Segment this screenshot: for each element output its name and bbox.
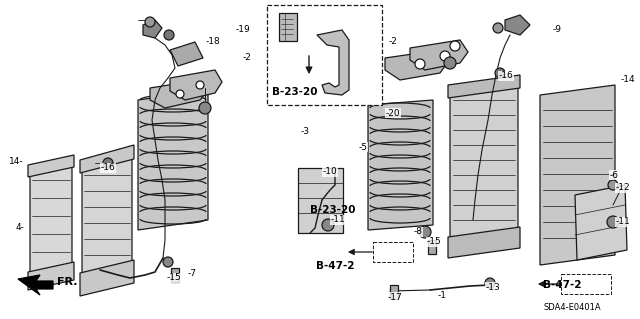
Circle shape [196, 81, 204, 89]
Circle shape [415, 59, 425, 69]
Text: -11: -11 [331, 216, 346, 225]
Circle shape [495, 68, 505, 78]
Circle shape [440, 51, 450, 61]
Polygon shape [317, 30, 349, 95]
Text: -7: -7 [188, 269, 196, 278]
Bar [428, 240, 436, 254]
Text: SDA4-E0401A: SDA4-E0401A [543, 302, 600, 311]
Circle shape [419, 226, 431, 238]
Circle shape [164, 30, 174, 40]
Text: -13: -13 [486, 283, 500, 292]
Text: -2: -2 [243, 53, 252, 62]
Polygon shape [18, 275, 53, 295]
Text: -8: -8 [413, 227, 422, 236]
Polygon shape [80, 145, 134, 173]
Polygon shape [30, 160, 72, 280]
Text: -12: -12 [616, 183, 630, 192]
Text: -18: -18 [205, 38, 220, 47]
Text: -14: -14 [621, 76, 636, 85]
Polygon shape [505, 15, 530, 35]
Polygon shape [82, 150, 132, 283]
Circle shape [450, 41, 460, 51]
Text: -16: -16 [499, 71, 513, 80]
Polygon shape [575, 185, 627, 260]
Circle shape [608, 180, 618, 190]
Circle shape [607, 216, 619, 228]
Text: B-23-20: B-23-20 [310, 205, 355, 215]
Bar [267, 5, 382, 105]
Circle shape [103, 158, 113, 168]
Bar [373, 242, 413, 262]
Polygon shape [368, 100, 433, 230]
Circle shape [176, 90, 184, 98]
Text: 14-: 14- [9, 158, 23, 167]
Circle shape [322, 219, 334, 231]
Polygon shape [450, 80, 518, 245]
Polygon shape [170, 42, 203, 66]
Text: -11: -11 [616, 218, 630, 226]
Polygon shape [540, 85, 615, 265]
Text: FR.: FR. [57, 277, 77, 287]
Polygon shape [170, 70, 222, 100]
Text: -3: -3 [301, 128, 310, 137]
Circle shape [444, 57, 456, 69]
Polygon shape [410, 40, 468, 70]
Bar [561, 274, 611, 294]
Text: -16: -16 [100, 164, 115, 173]
Polygon shape [138, 90, 208, 230]
Text: B-47-2: B-47-2 [543, 280, 582, 290]
Polygon shape [28, 155, 74, 177]
Bar [279, 13, 297, 41]
Polygon shape [80, 260, 134, 296]
Text: 4-: 4- [15, 224, 24, 233]
Text: -15: -15 [427, 238, 442, 247]
Text: -17: -17 [388, 293, 403, 301]
Text: -20: -20 [386, 108, 400, 117]
Bar [171, 268, 179, 282]
Polygon shape [448, 75, 520, 98]
Text: B-23-20: B-23-20 [272, 87, 317, 97]
Text: -19: -19 [236, 25, 250, 33]
Polygon shape [150, 80, 208, 108]
Text: -10: -10 [323, 167, 337, 176]
Polygon shape [385, 50, 448, 80]
Text: -5: -5 [358, 143, 367, 152]
Circle shape [199, 102, 211, 114]
Text: B-47-2: B-47-2 [316, 261, 355, 271]
Text: -15: -15 [166, 273, 181, 283]
Circle shape [485, 278, 495, 288]
Bar [390, 285, 398, 299]
Polygon shape [448, 227, 520, 258]
Text: -6: -6 [609, 170, 618, 180]
Polygon shape [28, 262, 74, 290]
Circle shape [145, 17, 155, 27]
Text: -2: -2 [388, 38, 397, 47]
Circle shape [163, 257, 173, 267]
Bar [298, 168, 343, 233]
Text: -9: -9 [552, 26, 561, 34]
Circle shape [493, 23, 503, 33]
Text: -1: -1 [438, 291, 447, 300]
Polygon shape [143, 20, 162, 38]
